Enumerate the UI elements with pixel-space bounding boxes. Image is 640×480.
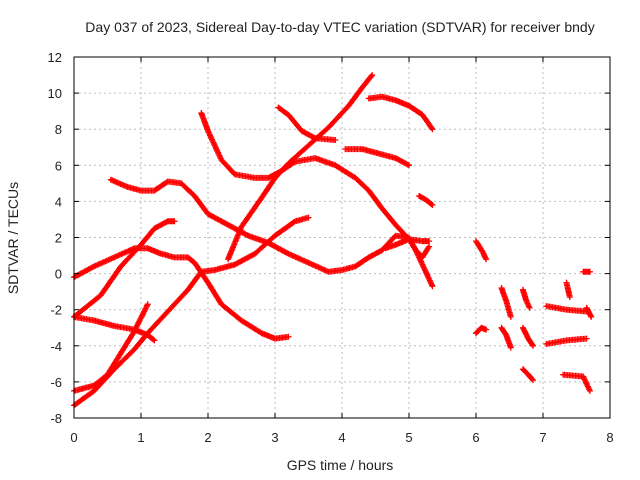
series-arc11 [342,146,412,169]
y-tick-label: -8 [50,411,62,426]
series-arc16 [498,285,514,320]
data-marks [71,72,595,409]
series-arc9-markers [275,104,339,143]
x-tick-label: 3 [271,430,278,445]
series-arc19-markers [519,324,536,349]
y-tick-label: -6 [50,375,62,390]
y-tick-label: 10 [48,86,62,101]
series-arc18 [519,286,533,311]
x-tick-label: 2 [204,430,211,445]
x-tick-label: 5 [405,430,412,445]
x-tick-label: 0 [70,430,77,445]
x-tick-label: 7 [539,430,546,445]
series-arc15 [473,324,490,337]
series-arc25-markers [580,268,593,275]
y-tick-label: -4 [50,339,62,354]
series-arc15-markers [473,324,490,337]
series-arc20-markers [519,366,536,384]
series-arc14-markers [473,238,490,263]
x-tick-label: 4 [338,430,345,445]
y-tick-label: -2 [50,303,62,318]
x-tick-label: 6 [472,430,479,445]
y-tick-label: 0 [55,267,62,282]
series-arc7-markers [198,110,433,245]
series-arc24 [563,279,573,301]
x-axis-ticks: 0 1 2 3 4 5 6 7 8 [70,57,614,445]
series-arc23 [560,371,593,394]
x-axis-label: GPS time / hours [287,457,394,473]
series-arc13 [416,193,436,208]
series-arc6 [107,176,436,290]
series-arc26 [583,304,595,320]
series-arc21 [543,303,590,315]
x-tick-label: 1 [137,430,144,445]
series-arc6-markers [107,176,436,290]
series-arc12-markers [382,236,433,261]
series-arc8-markers [225,72,376,263]
series-arc24-markers [563,279,573,301]
series-arc22-markers [543,335,590,347]
series-arc25 [580,268,593,275]
series-arc26-markers [583,304,595,320]
y-tick-label: 6 [55,158,62,173]
series-arc13-markers [416,193,436,208]
y-tick-label: 12 [48,50,62,65]
series-arc9 [275,104,339,143]
series-arc10-markers [365,93,436,133]
series-arc16-markers [498,285,514,320]
series-arc10 [365,93,436,133]
series-arc23-markers [560,371,593,394]
chart-title: Day 037 of 2023, Sidereal Day-to-day VTE… [85,19,594,35]
series-arc21-markers [543,303,590,315]
series-arc12 [382,236,433,261]
series-arc22 [543,335,590,347]
series-arc14 [473,238,490,263]
series-arc17 [498,324,514,351]
series-arc20 [519,366,536,384]
series-arc7 [198,110,433,245]
x-tick-label: 8 [606,430,613,445]
series-arc8 [225,72,376,263]
series-arc17-markers [498,324,514,351]
y-tick-label: 8 [55,122,62,137]
y-axis-label: SDTVAR / TECUs [5,182,21,294]
y-tick-label: 2 [55,231,62,246]
y-tick-label: 4 [55,194,62,209]
series-arc19 [519,324,536,349]
y-axis-ticks: -8 -6 -4 -2 0 2 4 6 8 10 12 [48,50,610,426]
series-arc18-markers [519,286,533,311]
series-arc11-markers [342,146,412,169]
